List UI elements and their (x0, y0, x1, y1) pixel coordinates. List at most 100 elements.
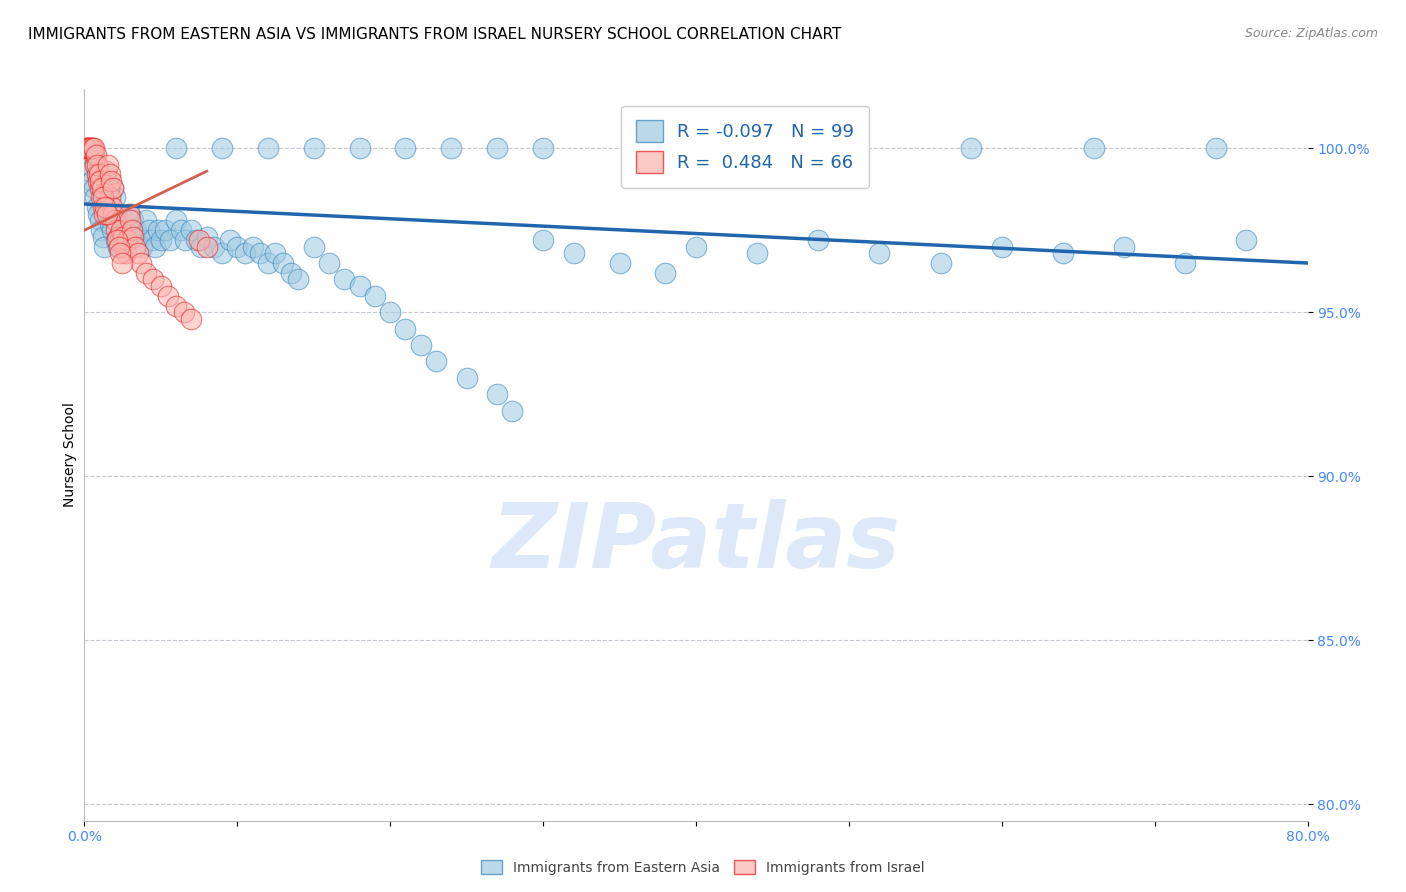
Point (960, 141, 983, 155)
Legend: Immigrants from Eastern Asia, Immigrants from Israel: Immigrants from Eastern Asia, Immigrants… (475, 855, 931, 880)
Point (110, 223, 132, 237)
Point (364, 289, 387, 303)
Point (195, 240, 218, 254)
Point (87, 207, 110, 221)
Point (149, 233, 172, 247)
Point (302, 141, 325, 155)
Point (114, 223, 136, 237)
Point (128, 229, 150, 244)
Point (190, 240, 212, 254)
Point (79, 164, 101, 178)
Point (77, 141, 100, 155)
Point (349, 279, 371, 293)
Point (104, 190, 127, 204)
Point (89, 180, 111, 194)
Point (1083, 141, 1105, 155)
Point (349, 141, 371, 155)
Point (159, 233, 181, 247)
Point (97, 207, 120, 221)
Text: IMMIGRANTS FROM EASTERN ASIA VS IMMIGRANTS FROM ISRAEL NURSERY SCHOOL CORRELATIO: IMMIGRANTS FROM EASTERN ASIA VS IMMIGRAN… (28, 27, 842, 42)
Point (93, 207, 115, 221)
Point (609, 256, 631, 270)
Point (111, 229, 134, 244)
Point (76, 141, 98, 155)
Point (120, 213, 142, 227)
Point (127, 246, 149, 260)
Point (202, 240, 225, 254)
Point (103, 207, 125, 221)
Point (86, 168, 108, 182)
Point (271, 256, 294, 270)
Point (394, 321, 416, 335)
Point (110, 246, 132, 260)
Point (125, 223, 148, 237)
Point (165, 141, 187, 155)
Point (174, 233, 197, 247)
Point (716, 141, 738, 155)
Point (80, 174, 103, 188)
Point (531, 141, 554, 155)
Point (486, 141, 509, 155)
Point (87, 174, 110, 188)
Point (685, 240, 707, 254)
Point (1052, 246, 1074, 260)
Point (114, 246, 136, 260)
Point (257, 141, 280, 155)
Point (90, 190, 112, 204)
Point (91, 200, 114, 214)
Point (654, 266, 676, 280)
Point (165, 213, 187, 227)
Point (77, 141, 100, 155)
Point (302, 240, 325, 254)
Point (456, 371, 478, 385)
Point (287, 272, 309, 286)
Point (80, 141, 103, 155)
Point (838, 141, 860, 155)
Point (155, 223, 177, 237)
Point (83, 180, 105, 194)
Point (91, 229, 114, 244)
Point (141, 233, 163, 247)
Point (143, 240, 166, 254)
Point (249, 246, 271, 260)
Point (180, 311, 202, 326)
Point (233, 246, 256, 260)
Point (111, 233, 134, 247)
Point (264, 246, 287, 260)
Point (79, 141, 101, 155)
Point (84, 190, 107, 204)
Point (97, 158, 120, 172)
Point (101, 180, 124, 194)
Point (990, 240, 1012, 254)
Point (96, 197, 118, 211)
Point (105, 233, 128, 247)
Point (124, 240, 146, 254)
Point (108, 207, 131, 221)
Point (82, 141, 104, 155)
Point (83, 141, 105, 155)
Point (122, 213, 145, 227)
Point (165, 299, 187, 313)
Point (112, 240, 135, 254)
Point (107, 229, 129, 244)
Point (318, 256, 340, 270)
Point (149, 279, 172, 293)
Point (226, 240, 249, 254)
Point (115, 233, 138, 247)
Text: ZIPatlas: ZIPatlas (492, 499, 900, 587)
Point (195, 229, 218, 244)
Point (409, 338, 432, 352)
Point (98, 168, 121, 182)
Point (211, 246, 233, 260)
Point (90, 223, 112, 237)
Point (93, 240, 115, 254)
Point (745, 246, 768, 260)
Point (76, 141, 98, 155)
Point (122, 229, 145, 244)
Point (394, 141, 416, 155)
Point (87, 168, 110, 182)
Point (107, 240, 129, 254)
Point (103, 180, 125, 194)
Point (98, 190, 121, 204)
Point (624, 141, 647, 155)
